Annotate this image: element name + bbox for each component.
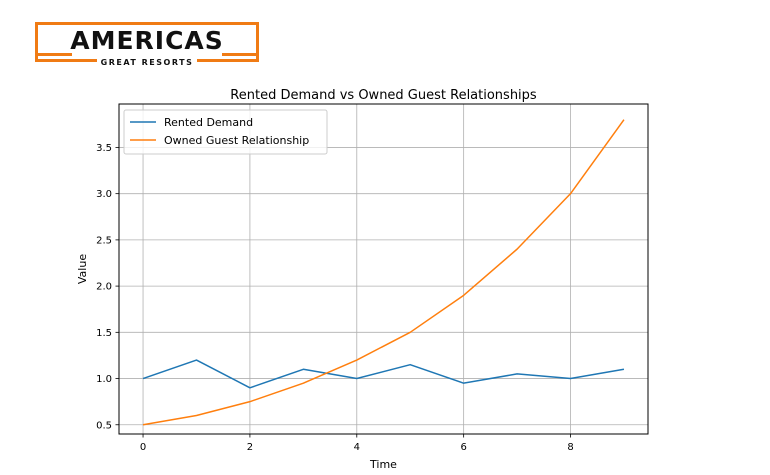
x-tick-label: 4 [354, 442, 360, 453]
y-tick-label: 0.5 [96, 420, 112, 431]
x-tick-label: 0 [140, 442, 146, 453]
y-tick-label: 3.0 [96, 189, 112, 200]
y-tick-label: 2.0 [96, 282, 112, 293]
logo-tagline: GREAT RESORTS [96, 58, 198, 67]
x-tick-label: 2 [247, 442, 253, 453]
series-line-rented-demand [142, 359, 625, 389]
logo-accent-bar-left [38, 53, 72, 56]
y-axis-ticks: 0.5 1.0 1.5 2.0 2.5 3.0 3.5 [96, 143, 119, 431]
logo-wordmark: AMERICAS [70, 26, 224, 55]
x-axis-title: Time [369, 458, 397, 471]
y-tick-label: 2.5 [96, 235, 112, 246]
series-layer [142, 119, 625, 426]
y-tick-label: 1.0 [96, 374, 112, 385]
series-line-owned-guest-relationship [142, 119, 625, 426]
y-axis-title: Value [76, 254, 89, 284]
x-axis-ticks: 0 2 4 6 8 [140, 434, 574, 453]
brand-logo: AMERICAS GREAT RESORTS [35, 22, 259, 67]
legend-label-rented-demand: Rented Demand [164, 116, 253, 129]
x-tick-label: 8 [567, 442, 573, 453]
y-tick-label: 3.5 [96, 143, 112, 154]
chart-title: Rented Demand vs Owned Guest Relationshi… [230, 88, 537, 103]
legend-label-owned-guest-relationship: Owned Guest Relationship [164, 134, 309, 147]
plot-area-frame [118, 103, 649, 435]
logo-accent-bar-right [222, 53, 256, 56]
y-tick-label: 1.5 [96, 328, 112, 339]
legend-frame [123, 109, 328, 155]
x-tick-label: 6 [460, 442, 466, 453]
chart-legend: Rented Demand Owned Guest Relationship [123, 109, 328, 155]
